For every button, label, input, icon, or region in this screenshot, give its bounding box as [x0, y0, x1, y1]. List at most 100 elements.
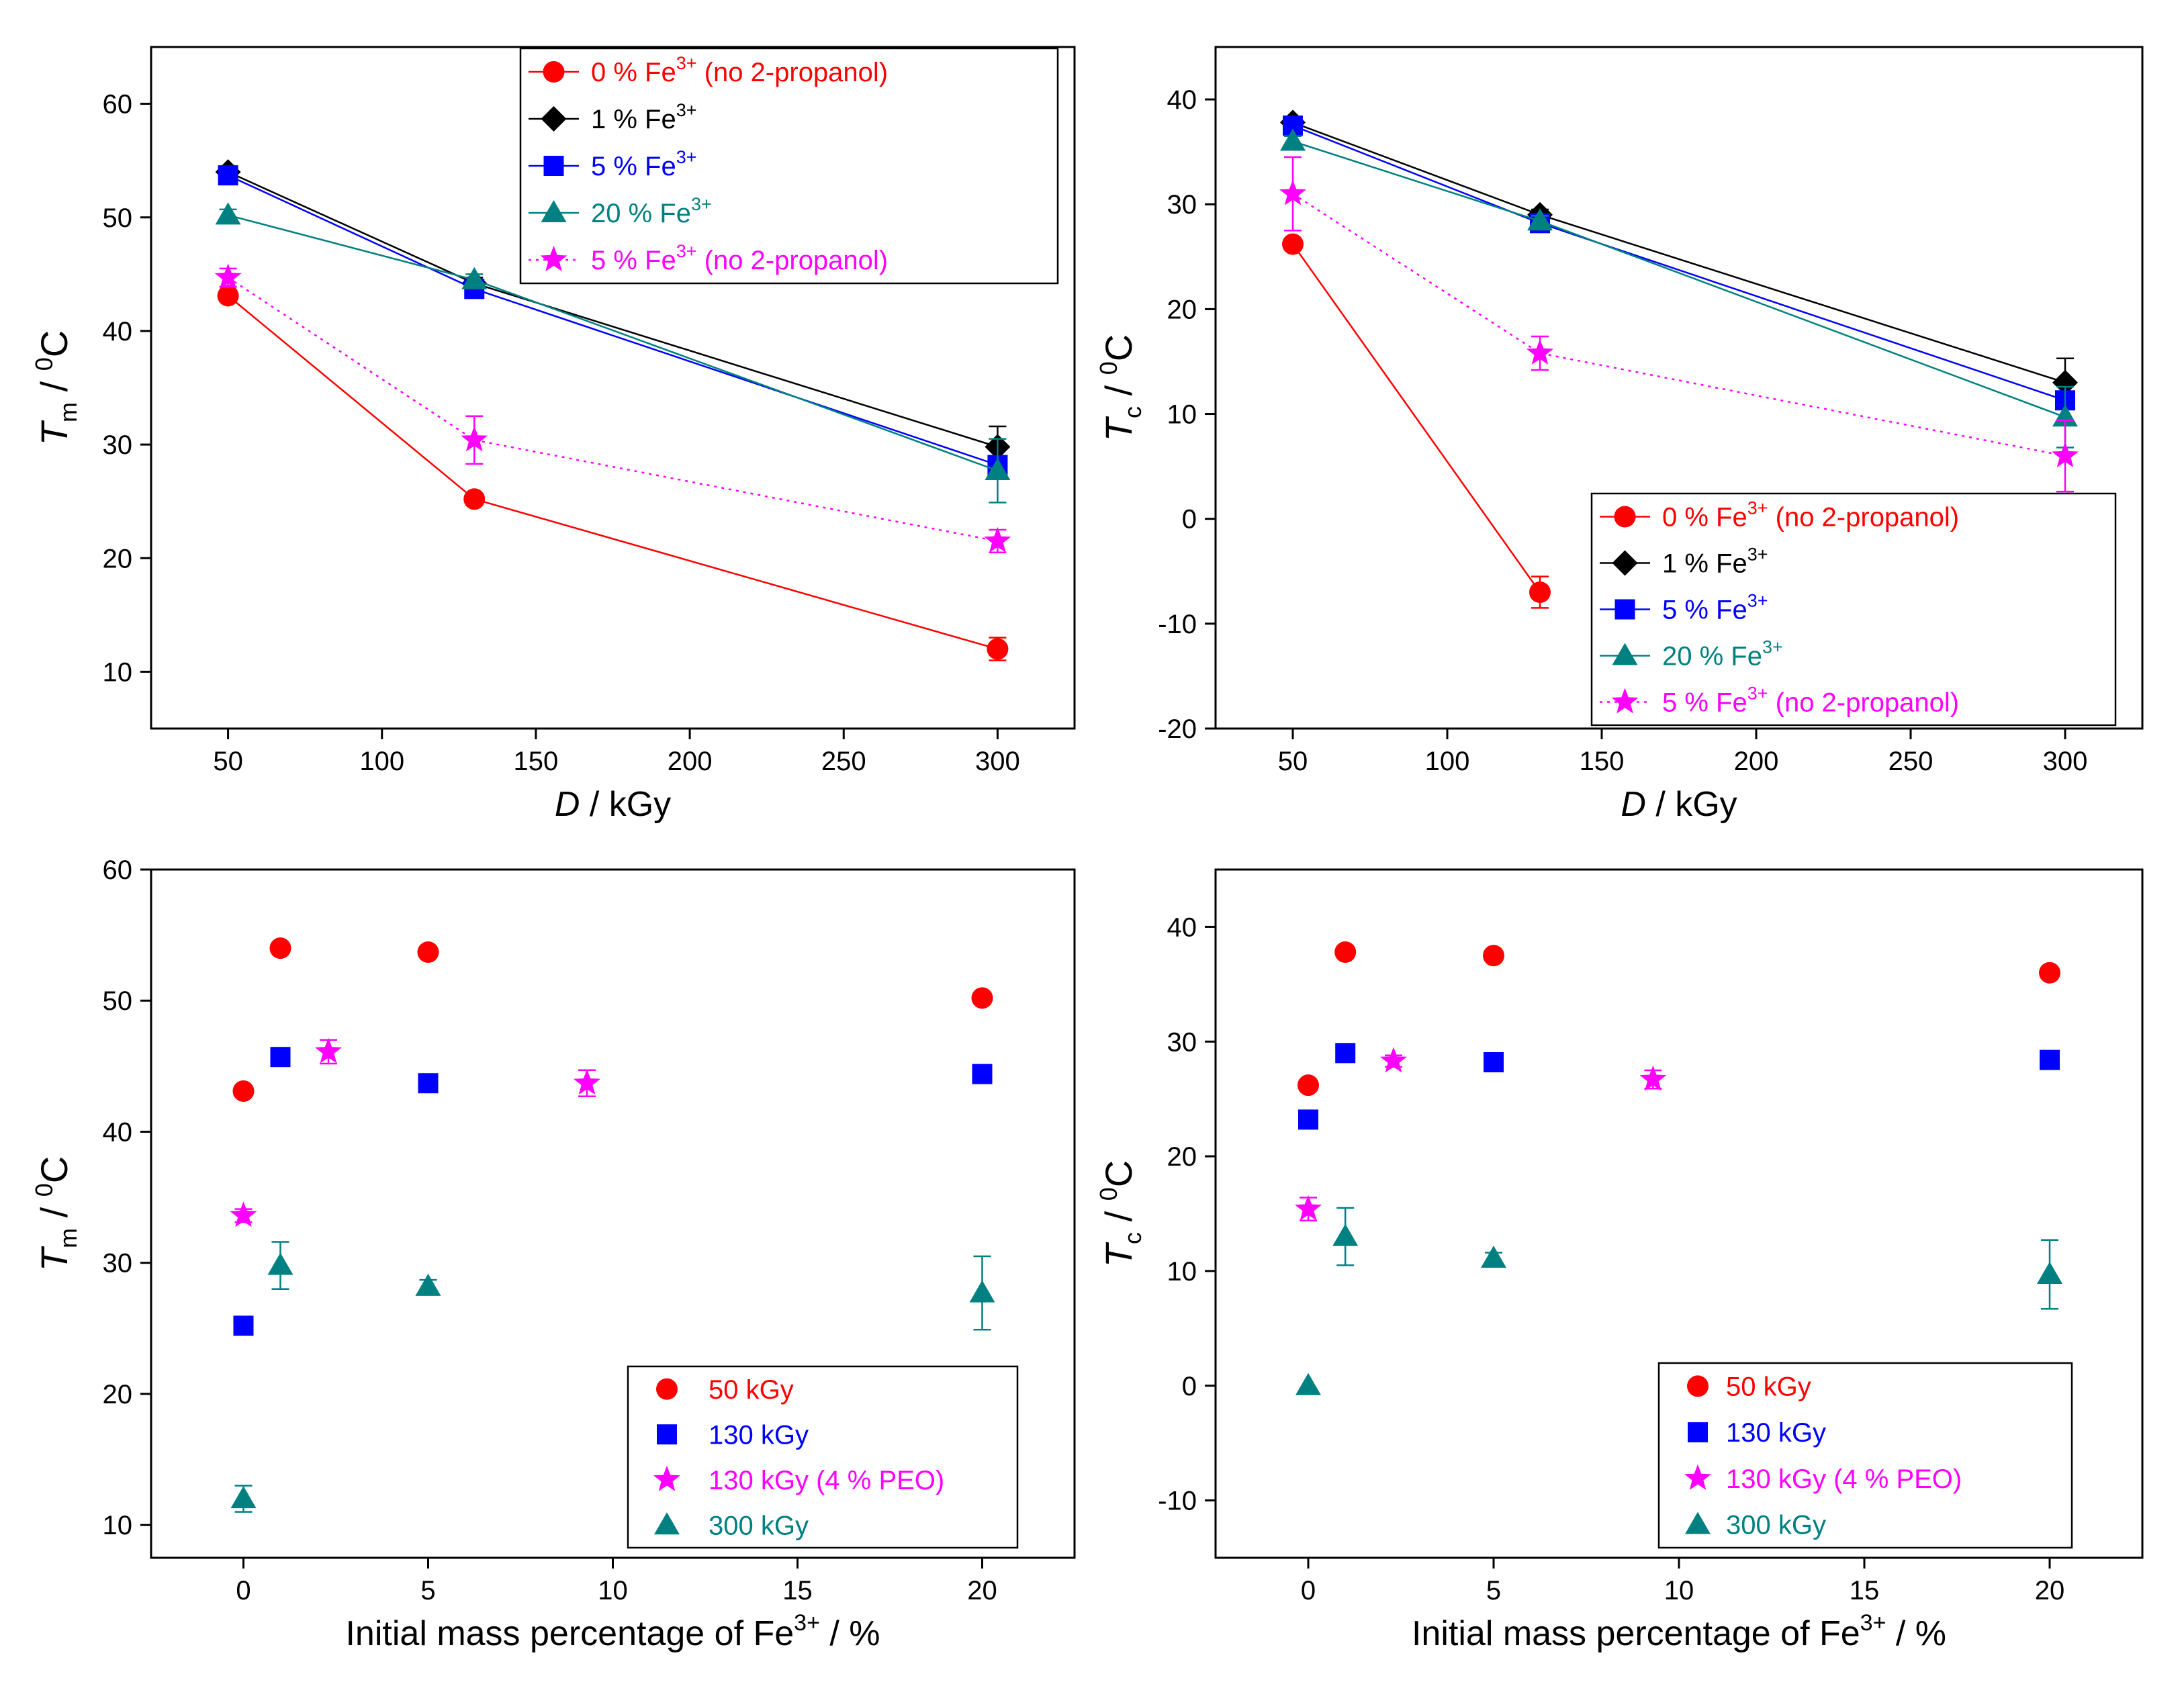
series-130 kGy (4 % PEO) [230, 1037, 600, 1227]
legend-label: 300 kGy [1726, 1511, 1826, 1540]
y-tick-label: 60 [103, 90, 133, 120]
series-5 % Fe3+ [1283, 115, 2075, 411]
legend-marker [1684, 1464, 1711, 1490]
legend-item: 1 % Fe3+ [1600, 545, 1768, 579]
legend-text: 50 kGy [1726, 1372, 1811, 1401]
legend-label: 130 kGy (4 % PEO) [709, 1466, 944, 1495]
x-tick-label: 50 [213, 747, 243, 776]
x-label-sup: 3+ [1860, 1610, 1886, 1636]
legend-item: 5 % Fe3+ [1600, 591, 1768, 625]
legend-marker [1612, 643, 1638, 665]
series-line [1292, 122, 2066, 383]
data-point [418, 1073, 439, 1094]
x-tick-label: 20 [2035, 1576, 2065, 1605]
legend-label: 5 % Fe3+ [591, 147, 697, 181]
x-tick-label: 250 [1889, 747, 1933, 776]
legend-text: (no 2-propanol) [697, 58, 889, 87]
x-tick-label: 250 [821, 747, 866, 776]
series-20 % Fe3+ [1280, 128, 2078, 449]
y-tick-label: 20 [1167, 295, 1197, 324]
legend-marker [657, 1424, 677, 1445]
data-point [1282, 233, 1304, 255]
series-0 % Fe3+ (no 2-propanol) [1282, 233, 1551, 609]
y-tick-label: 10 [103, 1511, 133, 1540]
series-line [1292, 193, 2066, 457]
x-tick-label: 200 [668, 747, 713, 776]
x-tick-label: 100 [359, 747, 404, 776]
y-label-sup: 0 [30, 1183, 58, 1197]
data-point [1335, 1043, 1356, 1064]
y-axis-label: Tm / 0C [30, 330, 82, 445]
data-point [232, 1080, 255, 1102]
y-label-text: / [33, 371, 75, 402]
x-label-text: / kGy [580, 785, 671, 824]
data-point [1334, 941, 1357, 963]
data-point [1481, 1246, 1506, 1268]
data-point [217, 285, 239, 307]
legend-sup: 3+ [1747, 498, 1768, 518]
y-label-sup: 0 [1095, 361, 1122, 375]
panel-d: 0 5 10 15 20 -10 0 10 20 30 40 Initial mass percent… [1095, 868, 2144, 1653]
y-label-italic: T [1097, 416, 1140, 441]
data-point [267, 1252, 293, 1275]
x-axis-label: D / kGy [1621, 785, 1737, 824]
y-tick-label: 10 [1167, 400, 1197, 430]
plot-frame [1214, 46, 2144, 730]
y-tick-label: -10 [1158, 1487, 1197, 1516]
legend-marker [654, 1512, 680, 1535]
legend-label: 5 % Fe3+ (no 2-propanol) [1662, 684, 1959, 718]
legend-label: 50 kGy [1726, 1372, 1811, 1401]
x-tick-label: 5 [1486, 1576, 1501, 1605]
x-tick-label: 200 [1734, 747, 1779, 776]
y-tick-label: 50 [103, 986, 133, 1016]
legend-label: 130 kGy [1726, 1418, 1826, 1448]
legend-item: 300 kGy [654, 1511, 809, 1540]
legend-sup: 3+ [676, 53, 697, 73]
x-label-text: / % [1886, 1614, 1946, 1653]
legend-marker [1687, 1375, 1709, 1397]
legend-text: (no 2-propanol) [1768, 503, 1960, 532]
data-point [1484, 1052, 1504, 1072]
y-tick-label: 30 [1167, 1027, 1197, 1057]
x-tick-label: 150 [514, 747, 559, 776]
legend-marker [541, 200, 567, 222]
legend-marker [543, 156, 564, 176]
legend-sup: 3+ [691, 194, 712, 214]
legend-label: 0 % Fe3+ (no 2-propanol) [591, 53, 888, 87]
x-label-italic: D [1621, 785, 1646, 824]
x-tick-label: 5 [420, 1576, 435, 1605]
legend-sup: 3+ [676, 100, 697, 120]
legend-text: 5 % Fe [591, 246, 676, 275]
y-label-text: C [1097, 1160, 1140, 1187]
y-label-italic: T [1097, 1242, 1140, 1267]
legend-text: 5 % Fe [1662, 596, 1747, 625]
data-point [574, 1069, 600, 1095]
series-130 kGy (4 % PEO) [1295, 1047, 1667, 1221]
series-line [1291, 243, 1541, 593]
y-label-sub: c [1119, 406, 1146, 418]
series-line [227, 277, 998, 543]
legend-marker [1611, 688, 1639, 714]
data-point [270, 1047, 291, 1068]
legend-item: 50 kGy [656, 1375, 794, 1405]
series-line [1292, 124, 2066, 402]
series-300 kGy [230, 1241, 995, 1513]
legend-box [1657, 1362, 2073, 1549]
legend-text: 0 % Fe [1662, 503, 1747, 532]
legend-sup: 3+ [676, 241, 697, 261]
y-label-sub: m [54, 402, 82, 422]
legend-text: (no 2-propanol) [1768, 688, 1960, 718]
x-tick-label: 50 [1278, 747, 1308, 776]
x-label-text: / % [820, 1614, 880, 1653]
legend-sup: 3+ [1747, 591, 1768, 611]
data-point [985, 457, 1011, 480]
x-tick-label: 300 [2043, 747, 2088, 776]
x-label-text: / kGy [1646, 785, 1737, 824]
legend-item: 20 % Fe3+ [1600, 637, 1783, 671]
data-point [1280, 128, 1306, 151]
y-label-text: / [1097, 375, 1140, 406]
y-tick-label: 30 [103, 1249, 133, 1278]
legend-text: 130 kGy [709, 1420, 809, 1450]
legend-text: 5 % Fe [591, 152, 676, 181]
